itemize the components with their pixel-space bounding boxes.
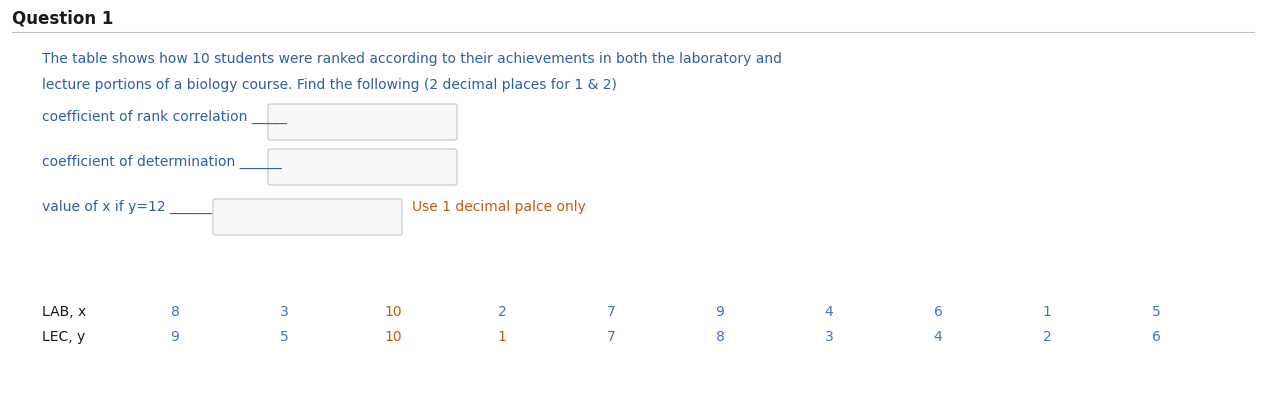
Text: 6: 6 bbox=[1152, 330, 1161, 344]
Text: 5: 5 bbox=[280, 330, 289, 344]
Text: 9: 9 bbox=[171, 330, 180, 344]
Text: 7: 7 bbox=[606, 305, 615, 319]
Text: 4: 4 bbox=[824, 305, 833, 319]
Text: 3: 3 bbox=[280, 305, 289, 319]
Text: The table shows how 10 students were ranked according to their achievements in b: The table shows how 10 students were ran… bbox=[42, 52, 782, 66]
Text: 2: 2 bbox=[498, 305, 506, 319]
FancyBboxPatch shape bbox=[268, 104, 457, 140]
Text: 10: 10 bbox=[384, 330, 401, 344]
Text: 8: 8 bbox=[715, 330, 724, 344]
Text: coefficient of rank correlation _____: coefficient of rank correlation _____ bbox=[42, 110, 287, 124]
Text: 6: 6 bbox=[933, 305, 942, 319]
Text: 3: 3 bbox=[824, 330, 833, 344]
Text: 2: 2 bbox=[1043, 330, 1051, 344]
Text: value of x if y=12 ______: value of x if y=12 ______ bbox=[42, 200, 211, 214]
Text: 9: 9 bbox=[715, 305, 724, 319]
Text: 7: 7 bbox=[606, 330, 615, 344]
Text: 4: 4 bbox=[933, 330, 942, 344]
Text: coefficient of determination ______: coefficient of determination ______ bbox=[42, 155, 281, 169]
Text: LEC, y: LEC, y bbox=[42, 330, 85, 344]
Text: Question 1: Question 1 bbox=[11, 10, 114, 28]
FancyBboxPatch shape bbox=[268, 149, 457, 185]
Text: 8: 8 bbox=[171, 305, 180, 319]
Text: 5: 5 bbox=[1152, 305, 1161, 319]
Text: 1: 1 bbox=[498, 330, 506, 344]
Text: 10: 10 bbox=[384, 305, 401, 319]
Text: Use 1 decimal palce only: Use 1 decimal palce only bbox=[411, 200, 586, 214]
Text: 1: 1 bbox=[1043, 305, 1052, 319]
FancyBboxPatch shape bbox=[213, 199, 403, 235]
Text: lecture portions of a biology course. Find the following (2 decimal places for 1: lecture portions of a biology course. Fi… bbox=[42, 78, 617, 92]
Text: LAB, x: LAB, x bbox=[42, 305, 86, 319]
